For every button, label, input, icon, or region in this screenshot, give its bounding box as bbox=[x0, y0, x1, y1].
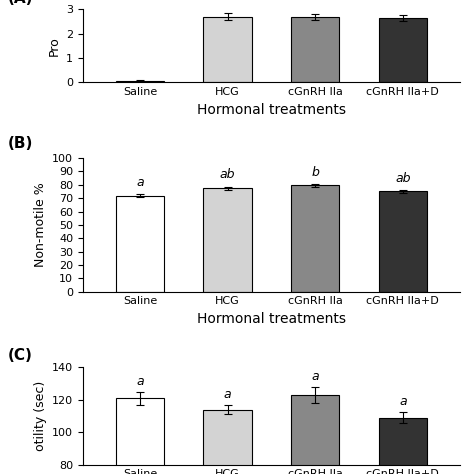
Text: a: a bbox=[399, 395, 407, 408]
Bar bbox=[291, 17, 339, 82]
Bar bbox=[203, 188, 252, 292]
Y-axis label: Non-motile %: Non-motile % bbox=[34, 182, 46, 267]
Bar bbox=[203, 410, 252, 474]
Bar bbox=[116, 195, 164, 292]
Text: a: a bbox=[136, 175, 144, 189]
Text: (C): (C) bbox=[8, 347, 32, 363]
Bar bbox=[291, 185, 339, 292]
Bar bbox=[379, 191, 427, 292]
Text: a: a bbox=[311, 370, 319, 383]
Text: a: a bbox=[224, 388, 231, 401]
Text: (B): (B) bbox=[8, 137, 33, 152]
Bar bbox=[379, 18, 427, 82]
Bar bbox=[116, 398, 164, 474]
Y-axis label: Pro: Pro bbox=[47, 36, 61, 56]
X-axis label: Hormonal treatments: Hormonal treatments bbox=[197, 312, 346, 326]
Bar bbox=[379, 418, 427, 474]
Text: ab: ab bbox=[395, 172, 410, 185]
Y-axis label: otility (sec): otility (sec) bbox=[34, 381, 46, 451]
X-axis label: Hormonal treatments: Hormonal treatments bbox=[197, 103, 346, 117]
Text: a: a bbox=[136, 375, 144, 388]
Text: (A): (A) bbox=[8, 0, 33, 6]
Text: ab: ab bbox=[220, 168, 235, 181]
Bar bbox=[203, 17, 252, 82]
Bar bbox=[116, 81, 164, 82]
Text: b: b bbox=[311, 166, 319, 179]
Bar bbox=[291, 395, 339, 474]
